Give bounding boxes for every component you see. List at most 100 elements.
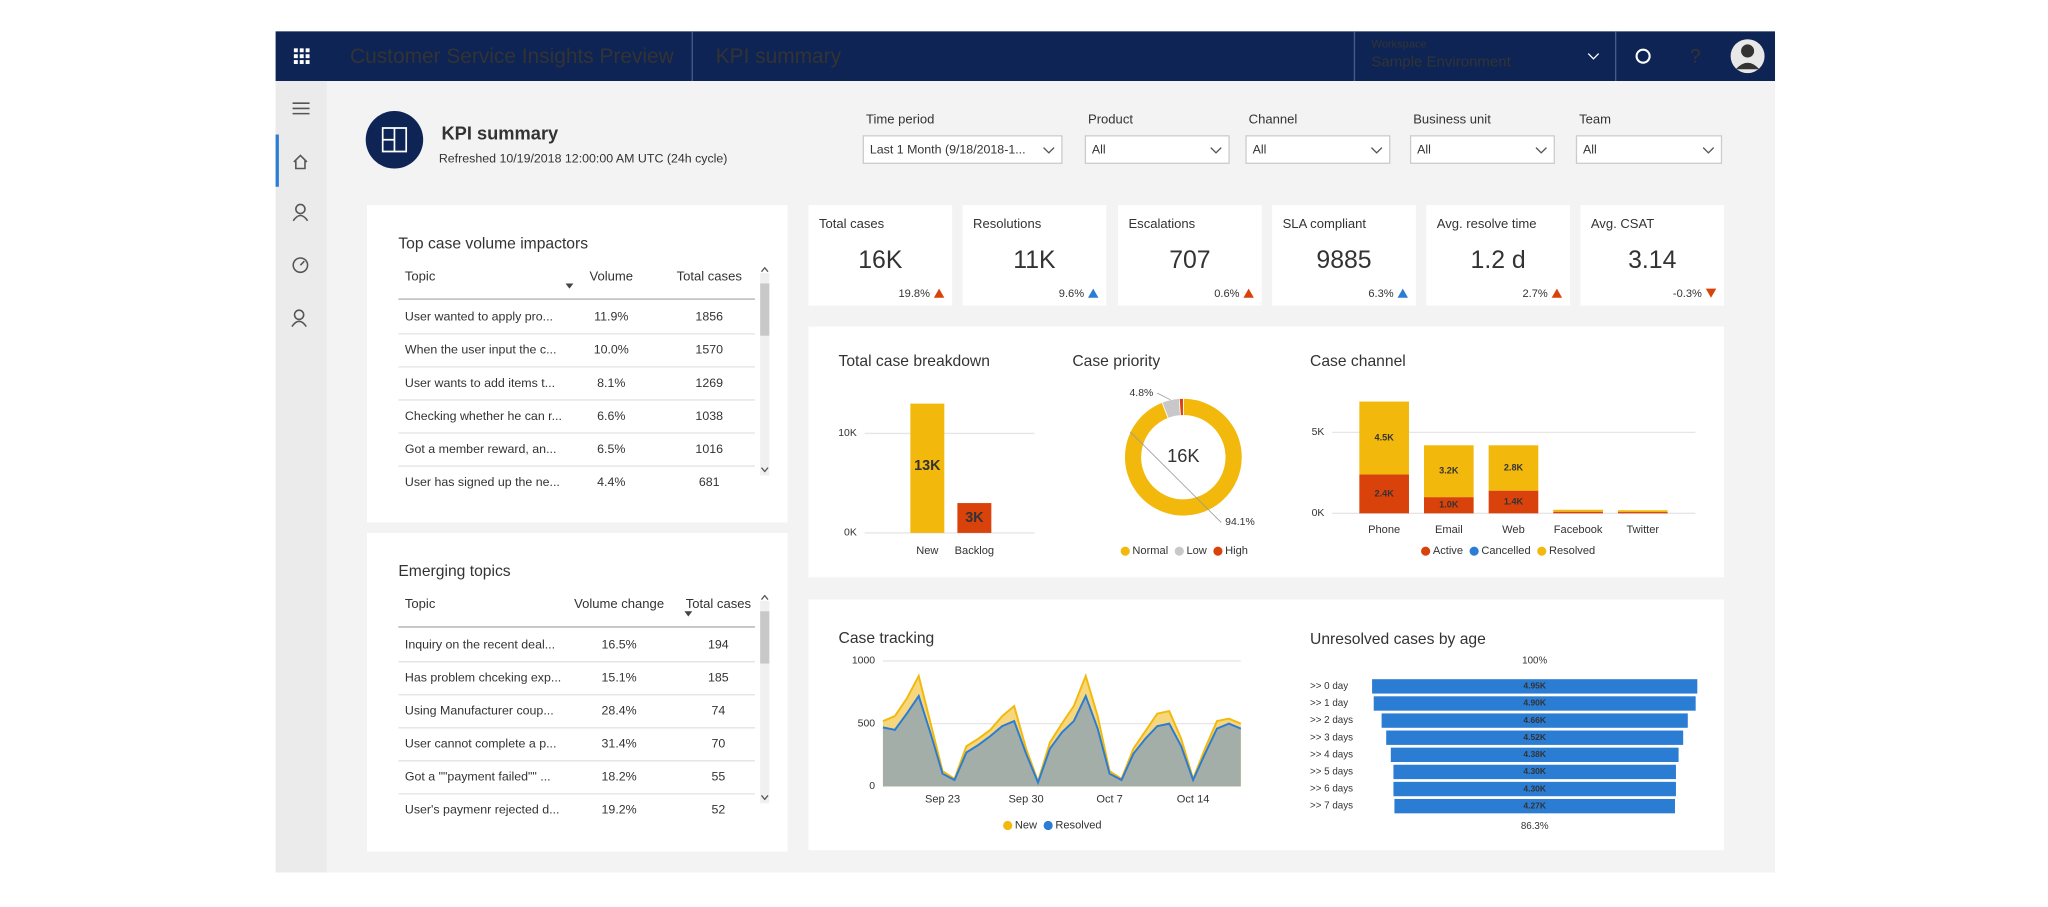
data-label: 4.66K <box>1523 715 1546 725</box>
column-header: Topic <box>405 596 436 611</box>
table-cell: 681 <box>699 475 720 489</box>
x-tick-label: Facebook <box>1554 524 1603 536</box>
table-cell: 55 <box>711 770 725 784</box>
filter-label: Team <box>1579 112 1611 127</box>
scroll-up[interactable] <box>760 594 769 600</box>
filter-dropdown[interactable] <box>1575 135 1723 164</box>
summary-title: KPI summary <box>441 122 559 143</box>
y-tick-label: 500 <box>858 718 876 729</box>
filter-value: All <box>1417 142 1431 156</box>
bar-segment <box>1488 490 1539 514</box>
filter-dropdown[interactable] <box>1409 135 1555 164</box>
filter-dropdown[interactable] <box>1084 135 1230 164</box>
legend-swatch <box>1120 546 1130 556</box>
kpi-label: Total cases <box>819 216 885 231</box>
chart-title: Case tracking <box>839 630 935 647</box>
kpi-label: Resolutions <box>973 216 1042 231</box>
data-label: 4.38K <box>1523 749 1546 759</box>
kpi-change: 0.6% <box>1214 288 1239 300</box>
left-nav <box>275 80 327 873</box>
funnel-top-label: 100% <box>1522 656 1547 667</box>
home-icon[interactable] <box>293 154 308 170</box>
x-tick-label: Oct 14 <box>1177 793 1210 805</box>
table-cell: 16.5% <box>602 638 637 652</box>
scrollbar-thumb[interactable] <box>760 283 770 336</box>
table-cell: 19.2% <box>602 803 637 817</box>
data-label: 4.30K <box>1523 766 1546 776</box>
data-label: 4.52K <box>1523 732 1546 742</box>
kpi-trend <box>1088 288 1099 298</box>
table-cell: Got a member reward, an... <box>405 442 557 456</box>
filter-dropdown[interactable] <box>1245 135 1391 164</box>
kpi-card <box>1426 205 1570 306</box>
table-title: Top case volume impactors <box>398 235 588 252</box>
table-cell: When the user input the c... <box>405 343 557 357</box>
person-icon[interactable] <box>295 203 306 215</box>
bar-segment <box>1553 511 1603 514</box>
app-launcher-dot <box>293 60 298 65</box>
filter-value: All <box>1253 142 1267 156</box>
funnel-category: >> 3 days <box>1310 732 1353 743</box>
legend-label: Resolved <box>1055 819 1101 831</box>
filter-label: Business unit <box>1413 112 1491 127</box>
data-label: 4.30K <box>1523 783 1546 793</box>
funnel-category: >> 4 days <box>1310 749 1353 760</box>
bar-segment <box>1617 512 1668 514</box>
app-launcher-dot <box>305 54 310 59</box>
filter-dropdown[interactable] <box>862 135 1063 164</box>
data-label: 94.1% <box>1225 517 1255 528</box>
column-header: Total cases <box>686 596 752 611</box>
table-cell: User wants to add items t... <box>405 376 555 390</box>
table-cell: Using Manufacturer coup... <box>405 704 554 718</box>
kpi-value: 11K <box>1013 247 1056 274</box>
bar-segment <box>1617 510 1668 513</box>
table-cell: User wanted to apply pro... <box>405 310 553 324</box>
x-tick-label: Twitter <box>1626 524 1659 536</box>
data-label: 2.8K <box>1504 462 1524 472</box>
gauge-icon[interactable] <box>292 257 309 274</box>
chevron <box>1535 147 1547 154</box>
data-label: 1.0K <box>1439 500 1459 510</box>
table-cell: 1570 <box>695 343 723 357</box>
bar-segment <box>1488 445 1539 491</box>
chevron <box>1370 147 1383 154</box>
y-tick-label: 0 <box>869 781 875 792</box>
scroll-down[interactable] <box>760 795 769 801</box>
kpi-card <box>962 205 1107 306</box>
kpi-label: SLA compliant <box>1283 216 1367 231</box>
bar-segment <box>1359 401 1409 475</box>
table-panel <box>367 532 788 852</box>
funnel-bar <box>1373 696 1696 711</box>
x-tick-label: Web <box>1502 524 1525 536</box>
settings-icon[interactable] <box>1635 48 1651 64</box>
table-cell: 1856 <box>695 310 723 324</box>
table-cell: 74 <box>711 704 725 718</box>
table-cell: 194 <box>708 638 729 652</box>
funnel-category: >> 0 day <box>1310 681 1348 692</box>
person-body <box>292 214 309 222</box>
scrollbar-thumb[interactable] <box>760 611 770 664</box>
table-panel <box>367 205 788 523</box>
table-cell: 28.4% <box>602 704 637 718</box>
funnel-category: >> 6 days <box>1310 784 1353 795</box>
funnel-bar <box>1372 679 1698 694</box>
legend-swatch <box>1537 546 1547 556</box>
page-title: KPI summary <box>716 45 842 68</box>
help-icon[interactable]: ? <box>1690 46 1701 68</box>
data-label: 2.4K <box>1375 488 1395 498</box>
funnel-category: >> 5 days <box>1310 767 1353 778</box>
scroll-down[interactable] <box>760 467 769 473</box>
agent-icon[interactable] <box>293 309 305 321</box>
app-title: Customer Service Insights Preview <box>350 45 675 68</box>
funnel-bar <box>1390 747 1679 763</box>
legend-swatch <box>1421 546 1431 556</box>
app-launcher-dot <box>305 60 310 65</box>
scroll-up[interactable] <box>760 266 769 273</box>
kpi-card <box>1580 205 1725 306</box>
chart-title: Unresolved cases by age <box>1310 631 1486 648</box>
table-cell: 1269 <box>695 376 723 390</box>
avatar-body <box>1735 62 1760 70</box>
legend-label: Resolved <box>1549 545 1595 557</box>
table-cell: User cannot complete a p... <box>405 737 557 751</box>
